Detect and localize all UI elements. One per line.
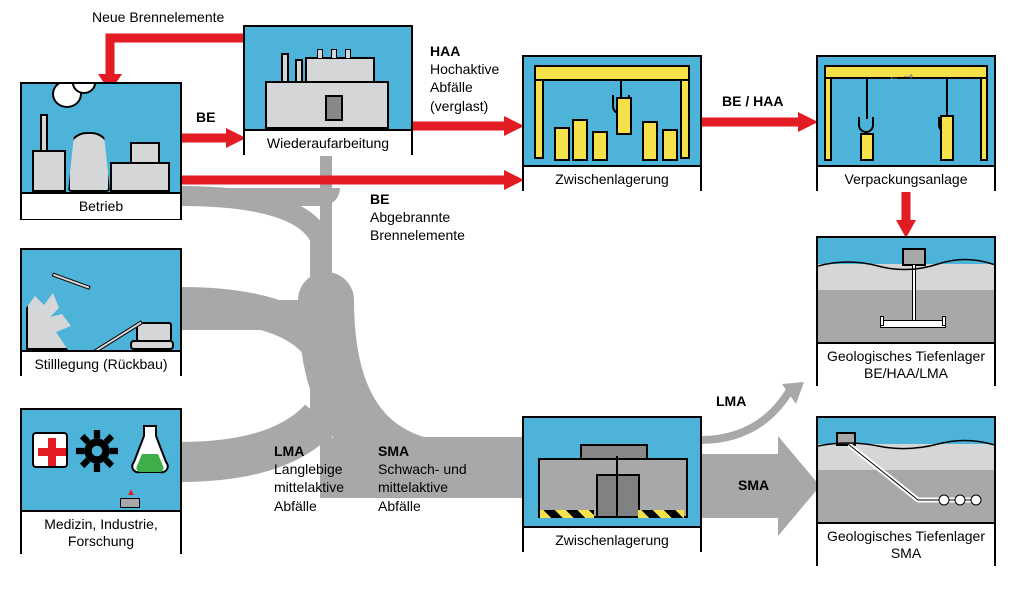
arrow-be1	[182, 128, 246, 148]
node-geo-haa: Geologisches Tiefenlager BE/HAA/LMA	[816, 236, 996, 386]
lbl-sma: SMASchwach- und mittelaktive Abfälle	[378, 442, 467, 515]
flow-lma-arrow	[700, 380, 820, 450]
flask-icon	[130, 424, 170, 476]
node-stilllegung-label: Stilllegung (Rückbau)	[22, 350, 180, 377]
node-mif: ▲ Medizin, Industrie, Forschung	[20, 408, 182, 554]
lbl-behaa: BE / HAA	[722, 92, 783, 110]
node-zwischen1-label: Zwischenlagerung	[524, 165, 700, 192]
lbl-lma: LMALanglebige mittelaktive Abfälle	[274, 442, 344, 515]
node-wiederaufarbeitung: Wiederaufarbeitung	[243, 25, 413, 155]
medical-cross-icon	[32, 432, 68, 468]
gear-icon	[76, 430, 118, 472]
arrow-haa	[412, 116, 524, 136]
node-betrieb: Betrieb	[20, 82, 182, 220]
lbl-haa: HAAHochaktive Abfälle (verglast)	[430, 42, 499, 115]
node-geo-sma: Geologisches Tiefenlager SMA	[816, 416, 996, 566]
node-zwischen2: Zwischenlagerung	[522, 416, 702, 552]
node-zwischen2-label: Zwischenlagerung	[524, 526, 700, 553]
arrow-behaa	[702, 112, 818, 132]
lbl-lma-out: LMA	[716, 392, 746, 410]
arrow-be2	[182, 170, 524, 190]
node-betrieb-label: Betrieb	[22, 192, 180, 219]
node-geo-haa-label: Geologisches Tiefenlager BE/HAA/LMA	[818, 342, 994, 386]
arrow-verpackung-down	[896, 192, 916, 238]
lbl-neue: Neue Brennelemente	[92, 8, 224, 26]
node-zwischen1: Zwischenlagerung	[522, 55, 702, 191]
node-mif-label: Medizin, Industrie, Forschung	[22, 510, 180, 554]
node-verpackung: ← ⇢ Verpackungsanlage	[816, 55, 996, 191]
lbl-be1: BE	[196, 108, 215, 126]
node-wa-label: Wiederaufarbeitung	[245, 129, 411, 156]
node-geo-sma-label: Geologisches Tiefenlager SMA	[818, 522, 994, 566]
node-verpackung-label: Verpackungsanlage	[818, 165, 994, 192]
node-stilllegung: Stilllegung (Rückbau)	[20, 248, 182, 376]
lbl-be2: BEAbgebrannte Brennelemente	[370, 190, 465, 245]
lbl-sma-out: SMA	[738, 476, 769, 494]
